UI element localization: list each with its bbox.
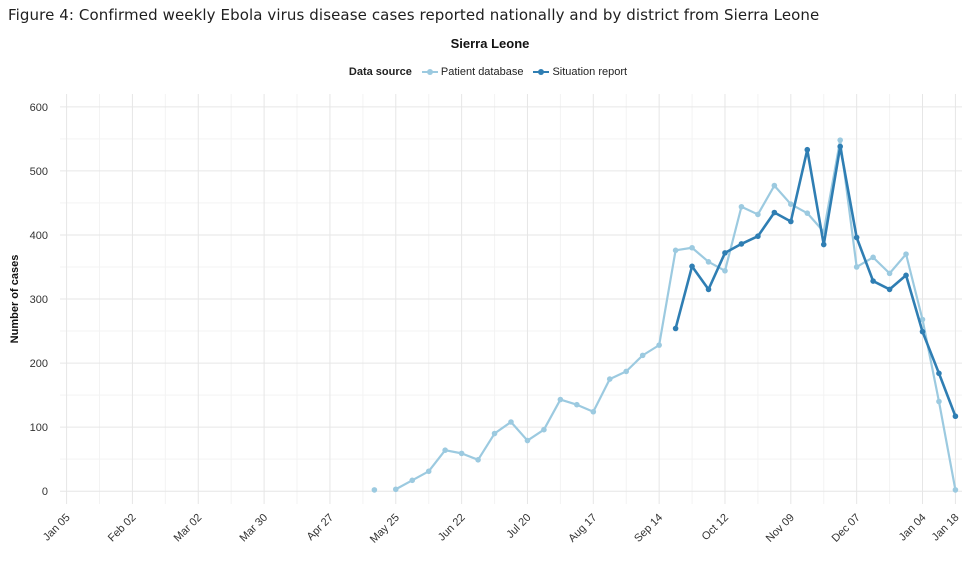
x-tick-label: Nov 09 (764, 512, 797, 545)
data-point-patient-database (656, 342, 662, 348)
data-point-situation-report (705, 286, 712, 293)
data-point-patient-database (458, 450, 465, 457)
data-point-patient-database (425, 468, 432, 475)
data-point-situation-report (952, 413, 959, 420)
x-tick-label: Sep 14 (632, 512, 665, 545)
y-tick-label: 100 (30, 422, 48, 434)
y-tick-label: 300 (30, 294, 48, 306)
data-point-patient-database (771, 182, 778, 189)
x-tick-label: Jul 20 (504, 512, 533, 541)
legend-item-patient-database: Patient database (421, 66, 524, 78)
x-tick-label: Aug 17 (566, 512, 599, 545)
legend-label-situation-report: Situation report (552, 66, 628, 78)
data-point-patient-database (524, 437, 531, 444)
data-point-patient-database (870, 254, 876, 261)
data-point-situation-report (853, 234, 860, 241)
series-line-patient-database (394, 139, 957, 492)
data-point-patient-database (371, 487, 378, 493)
data-point-situation-report (804, 146, 811, 153)
data-point-patient-database (689, 244, 695, 251)
data-point-situation-report (755, 233, 761, 240)
data-point-patient-database (606, 376, 613, 382)
x-tick-label: Jun 22 (436, 512, 468, 544)
legend-title: Data source (348, 66, 412, 78)
data-point-situation-report (672, 325, 679, 332)
data-point-patient-database (623, 368, 630, 375)
data-point-patient-database (903, 251, 909, 257)
data-point-patient-database (837, 137, 843, 143)
legend-key-patient-database (421, 67, 438, 77)
y-tick-label: 400 (30, 230, 48, 242)
data-point-situation-report (886, 286, 893, 293)
data-point-patient-database (475, 456, 481, 463)
data-point-patient-database (508, 419, 514, 425)
data-point-patient-database (541, 426, 547, 433)
data-point-patient-database (392, 486, 399, 493)
y-tick-label: 600 (30, 102, 48, 114)
data-point-situation-report (689, 263, 695, 270)
y-tick-label: 200 (30, 358, 48, 370)
data-point-patient-database (755, 211, 761, 218)
data-point-situation-report (738, 241, 745, 247)
x-tick-label: Mar 30 (238, 512, 271, 545)
y-tick-label: 0 (42, 486, 48, 498)
data-point-patient-database (672, 247, 679, 254)
data-point-patient-database (919, 316, 926, 323)
data-point-patient-database (574, 401, 580, 408)
data-point-patient-database (886, 270, 893, 277)
data-point-patient-database (590, 408, 597, 415)
data-point-patient-database (804, 210, 811, 216)
x-tick-label: Apr 27 (305, 512, 336, 543)
data-point-situation-report (870, 278, 876, 284)
data-point-situation-report (903, 272, 909, 279)
data-point-situation-report (722, 250, 728, 256)
x-tick-label: Feb 02 (106, 512, 139, 545)
data-point-situation-report (788, 218, 794, 225)
x-tick-label: Mar 02 (172, 512, 205, 545)
x-tick-label: Jan 04 (897, 512, 929, 544)
data-point-patient-database (705, 259, 712, 265)
data-point-situation-report (919, 328, 926, 335)
data-point-patient-database (409, 477, 416, 484)
x-tick-label: Oct 12 (700, 512, 731, 543)
x-tick-label: Jan 18 (930, 512, 962, 544)
data-point-situation-report (837, 143, 843, 150)
data-point-situation-report (820, 241, 827, 248)
data-point-patient-database (722, 268, 728, 274)
data-point-patient-database (557, 396, 564, 403)
data-point-patient-database (936, 398, 942, 405)
chart-title: Sierra Leone (450, 36, 530, 51)
data-point-patient-database (738, 203, 745, 210)
y-tick-label: 500 (30, 166, 48, 178)
legend-key-situation-report (533, 67, 550, 77)
data-point-patient-database (788, 201, 794, 207)
series-line-situation-report (674, 145, 957, 418)
data-point-situation-report (771, 209, 778, 216)
data-point-patient-database (952, 487, 959, 493)
x-tick-label: Jan 05 (41, 512, 73, 544)
y-axis-label: Number of cases (9, 255, 21, 344)
data-point-patient-database (491, 430, 498, 437)
data-point-patient-database (853, 264, 860, 270)
data-point-situation-report (936, 370, 942, 377)
data-point-patient-database (639, 352, 646, 359)
x-tick-label: May 25 (368, 512, 402, 546)
figure-title: Figure 4: Confirmed weekly Ebola virus d… (8, 6, 820, 24)
legend-item-situation-report: Situation report (533, 66, 627, 78)
x-tick-label: Dec 07 (830, 512, 863, 545)
data-point-patient-database (442, 447, 448, 453)
legend-label-patient-database: Patient database (440, 66, 524, 78)
legend: Data source Patient database Situation r… (0, 66, 980, 78)
